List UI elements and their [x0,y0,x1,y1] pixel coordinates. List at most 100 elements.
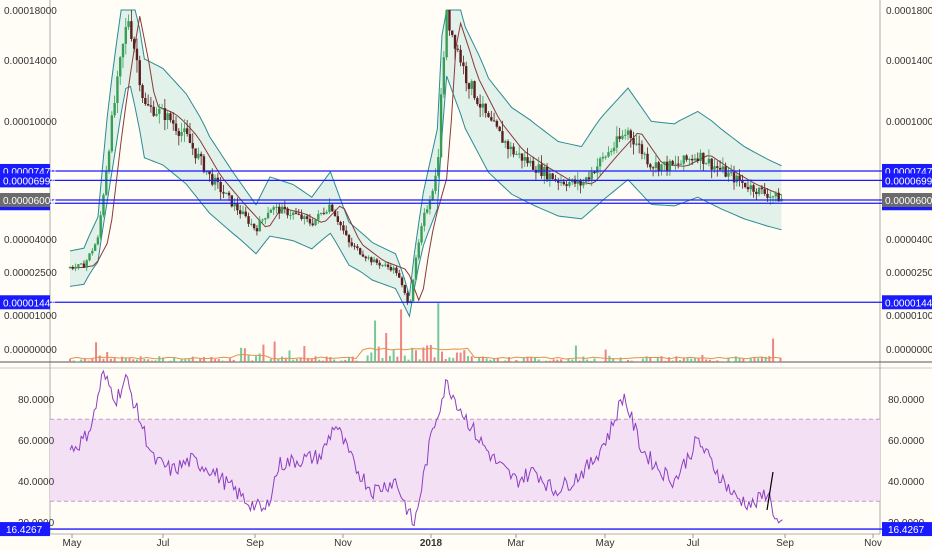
price-tick-left: 0.00000000 [4,345,57,356]
volume-bar [500,361,503,362]
volume-bar [269,359,272,362]
volume-bar [749,358,752,362]
month-label: Nov [864,538,882,549]
volume-bar [325,356,328,362]
volume-bar [321,360,324,362]
candle-body [423,212,426,227]
volume-bar [362,361,365,362]
candle-body [194,148,197,159]
candle-body [264,218,267,220]
volume-bar [470,356,473,362]
volume-bar [255,356,257,362]
volume-bar [481,356,484,362]
candle-body [88,253,91,261]
volume-bar [537,359,540,362]
volume-bar [69,359,71,362]
volume-bar [507,357,510,362]
candle-body [244,211,247,217]
volume-bar [582,356,585,362]
candle-body [305,216,309,219]
candle-body [163,108,167,121]
volume-bar [459,352,462,362]
candle-body [158,108,161,114]
volume-bar [188,359,191,362]
volume-bar [697,357,700,362]
month-label: May [63,538,82,549]
candle-body [77,264,80,267]
rsi-tag-right [882,522,932,537]
candle-body [707,158,711,164]
volume-bar [318,359,321,362]
price-tick-right: 0.00004000 [886,235,932,246]
candle-body [654,162,658,168]
candle-body [71,267,74,269]
volume-bar [485,358,488,362]
volume-bar [355,360,358,362]
volume-bar [180,359,183,362]
volume-bar [519,361,522,362]
volume-bar [574,345,577,362]
candle-body [743,182,747,188]
volume-bar [202,357,205,362]
level-tag-right [882,173,932,188]
volume-bar [474,361,477,362]
candle-body [292,212,295,215]
volume-bar [463,350,466,362]
price-tick-left: 0.00002500 [4,268,57,279]
candle-body [96,237,100,245]
candle-body [730,172,733,174]
candle-body [590,171,593,180]
volume-bar [225,361,228,362]
candle-body [501,131,504,143]
volume-bar [638,361,641,362]
candle-body [325,211,328,214]
volume-bar [307,357,310,362]
candle-body [372,259,376,263]
candle-body [197,153,200,159]
volume-bar [351,356,354,362]
candle-body [225,192,228,194]
candle-body [132,38,136,49]
volume-bar [277,359,280,362]
volume-bar [679,360,682,362]
volume-bar [534,357,536,362]
candle-body [85,260,88,268]
candle-body [233,203,236,207]
volume-bar [340,360,343,362]
volume-bar [619,357,622,362]
level-tag-label: 0.00007470 [3,167,56,178]
candle-body [144,98,147,105]
volume-bar [303,346,306,362]
candle-body [172,120,175,124]
candle-body [79,263,83,265]
volume-bar [656,357,659,362]
volume-bar [117,361,120,362]
candle-body [378,262,381,266]
volume-bar [266,361,269,362]
volume-bar [467,356,470,362]
candle-body [478,103,482,108]
candle-body [601,156,605,159]
rsi-tick-left: 60.0000 [18,436,55,447]
candle-body [124,27,127,44]
candle-body [718,167,722,170]
volume-bar [403,355,406,362]
volume-bar [600,361,603,362]
candle-body [554,179,557,181]
volume-bar [720,361,722,362]
candle-body [462,62,465,67]
candle-body [615,136,619,148]
volume-bar [779,358,782,362]
level-tag-label: 0.00001444 [885,298,932,309]
candle-body [135,48,139,61]
volume-bar [232,359,235,362]
candle-body [266,212,270,219]
price-tick-left: 0.00001000 [4,311,57,322]
candle-body [199,153,203,157]
candle-body [392,267,395,271]
candle-body [746,187,750,190]
volume-bar [649,358,652,362]
volume-bar [548,360,551,362]
volume-bar [169,360,172,362]
volume-bar [671,360,674,362]
